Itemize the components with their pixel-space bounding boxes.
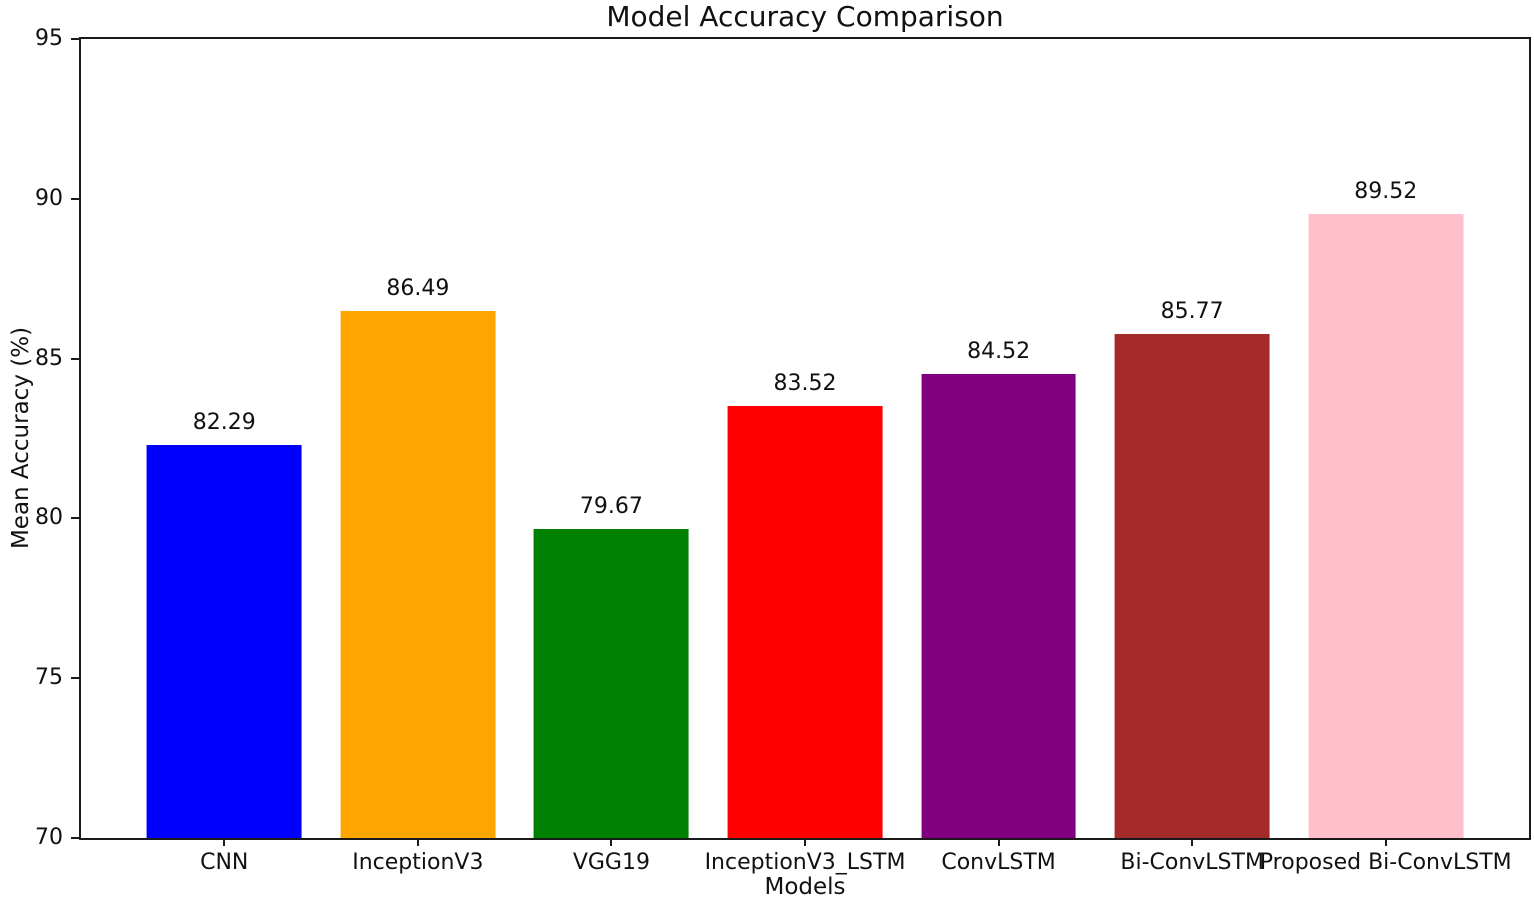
bar [1308,214,1464,838]
bar-value-label: 84.52 [967,338,1031,364]
y-tick-label: 90 [35,185,63,211]
x-tick-label: Bi-ConvLSTM [1120,850,1264,875]
x-tick-mark [1384,838,1387,846]
x-tick-label: Proposed Bi-ConvLSTM [1259,850,1512,875]
bar-value-label: 79.67 [579,493,643,519]
bar-value-label: 89.52 [1354,178,1418,204]
x-tick-mark [610,838,613,846]
bar [727,405,883,838]
y-tick-label: 80 [35,505,63,531]
x-tick-mark [804,838,806,846]
y-tick-mark [71,517,79,520]
y-tick-label: 95 [35,26,63,51]
y-tick-mark [71,677,79,680]
y-axis-label: Mean Accuracy (%) [8,326,34,550]
x-axis-label: Models [764,874,846,900]
bar [340,310,496,838]
y-tick-label: 75 [35,665,63,691]
x-tick-label: InceptionV3_LSTM [704,850,906,875]
y-tick-mark [71,38,79,40]
bar [921,373,1077,838]
x-tick-mark [416,838,419,846]
bar-value-label: 85.77 [1160,298,1224,324]
y-tick-mark [71,357,79,360]
x-tick-label: VGG19 [572,850,650,875]
plot-area: 70 75 80 85 90 95 82.29 CNN 86.49 InceptionV3 79.6… [35,28,1531,875]
x-tick-mark [223,838,226,846]
x-tick-label: ConvLSTM [941,850,1056,875]
bar [146,445,302,838]
bar-value-label: 82.29 [192,409,256,435]
bar [533,528,689,838]
x-tick-label: CNN [200,850,249,875]
bar-value-label: 83.52 [773,370,837,396]
bar-value-label: 86.49 [386,275,450,301]
bar [1114,334,1270,838]
x-tick-label: InceptionV3 [352,850,484,875]
y-tick-mark [71,197,79,200]
y-tick-label: 85 [35,345,63,371]
x-tick-mark [997,838,1000,846]
y-tick-mark [71,837,79,839]
chart-title: Model Accuracy Comparison [606,0,1004,33]
x-tick-mark [1191,838,1194,846]
y-tick-label: 70 [35,825,63,850]
